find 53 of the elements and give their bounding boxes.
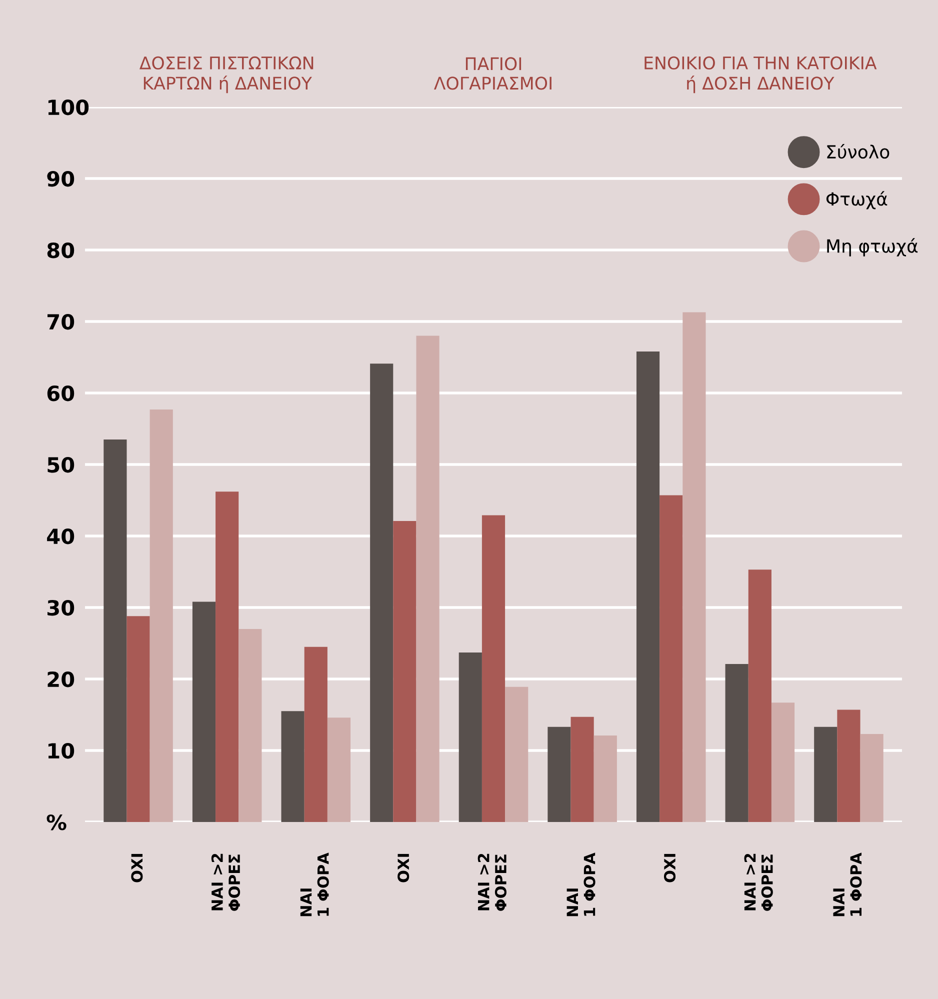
x-tick-label: ΝΑΙ 1 ΦΟΡΑ: [300, 852, 329, 916]
bar: [126, 616, 150, 822]
bar: [458, 652, 482, 822]
y-tick-label: %: [46, 814, 66, 830]
bar: [327, 718, 351, 822]
y-tick-label: 100: [48, 99, 89, 116]
x-tick-label: ΟΧΙ: [131, 854, 143, 882]
bar: [393, 520, 416, 822]
y-tick-label: 40: [47, 528, 74, 544]
x-tick-label: ΟΧΙ: [398, 854, 410, 882]
bar: [748, 570, 772, 822]
bar: [416, 336, 440, 822]
bar: [548, 726, 571, 822]
bar: [238, 628, 262, 822]
text: ΔΟΣΕΙΣ ΠΙΣΤΩΤΙΚΩΝ ΚΑΡΤΩΝ ή ΔΑΝΕΙΟΥ: [139, 56, 314, 94]
y-tick-label: 70: [48, 314, 74, 330]
bar: [860, 734, 884, 822]
bar: [682, 312, 706, 822]
y-tick-label: 10: [48, 742, 74, 759]
y-tick-label: 60: [47, 385, 74, 402]
bar: [505, 686, 528, 822]
bar: [192, 602, 216, 822]
bar: [104, 439, 127, 822]
x-tick-label: ΟΧΙ: [664, 854, 676, 882]
y-tick-label: 80: [47, 242, 74, 258]
legend-label: Σύνολο: [827, 144, 890, 159]
x-tick-label: ΝΑΙ >2 ΦΟΡΕΣ: [478, 854, 506, 911]
bar: [216, 492, 239, 822]
bar: [482, 515, 506, 822]
bar: [837, 710, 860, 822]
text: ΕΝΟΙΚΙΟ ΓΙΑ ΤΗΝ ΚΑΤΟΙΚΙΑ ή ΔΟΣΗ ΔΑΝΕΙΟΥ: [644, 56, 877, 94]
bar: [570, 716, 594, 822]
x-tick-label: ΝΑΙ >2 ΦΟΡΕΣ: [744, 854, 773, 911]
bar: [814, 726, 838, 822]
x-tick-label: ΝΑΙ 1 ΦΟΡΑ: [833, 852, 862, 916]
y-tick-label: 20: [48, 671, 74, 688]
bar: [771, 702, 795, 822]
bar: [636, 352, 660, 822]
bar: [370, 364, 394, 822]
bar: [660, 495, 683, 822]
bar: [304, 646, 328, 822]
x-tick-label: ΝΑΙ >2 ΦΟΡΕΣ: [211, 854, 240, 911]
bar: [281, 711, 304, 822]
legend-label: Φτωχά: [826, 191, 888, 210]
y-tick-label: 30: [48, 600, 74, 616]
bar: [150, 409, 173, 822]
bar: [725, 664, 748, 822]
bar: [594, 735, 617, 822]
legend-label: Μη φτωχά: [827, 238, 918, 256]
y-tick-label: 50: [48, 456, 74, 473]
y-tick-label: 90: [47, 170, 74, 187]
text: ΠΑΓΙΟΙ ΛΟΓΑΡΙΑΣΜΟΙ: [434, 57, 552, 90]
x-tick-label: ΝΑΙ 1 ΦΟΡΑ: [566, 852, 596, 916]
